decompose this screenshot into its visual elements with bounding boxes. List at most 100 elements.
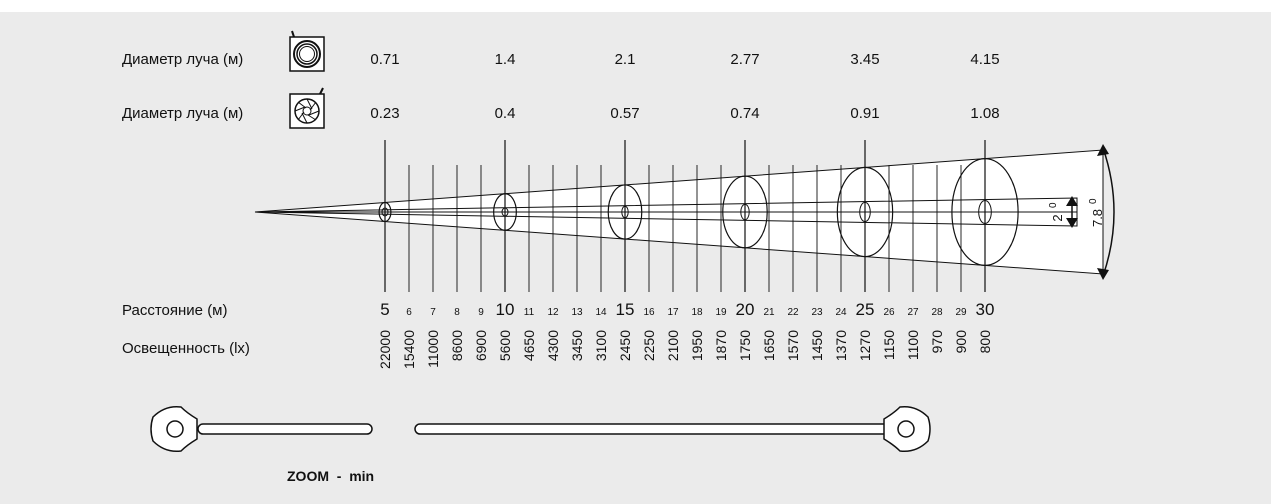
beam-cone — [254, 149, 1104, 275]
narrow-beam-spot — [859, 201, 871, 223]
illuminance-value: 800 — [977, 330, 993, 354]
illuminance-value: 1450 — [809, 330, 825, 361]
distance-tick-label: 20 — [736, 300, 755, 319]
beam-spots — [378, 158, 1019, 266]
distance-tick-label: 24 — [835, 307, 847, 318]
distance-tick-label: 5 — [380, 300, 389, 319]
illuminance-value: 2450 — [617, 330, 633, 361]
angle-markers: 2 0 7.8 0 — [1048, 144, 1115, 280]
distance-tick-label: 6 — [406, 307, 412, 318]
narrow-angle-arrow-top — [1066, 196, 1078, 206]
wide-angle-value: 7.8 — [1090, 209, 1105, 227]
illuminance-value: 3450 — [569, 330, 585, 361]
illuminance-value: 1370 — [833, 330, 849, 361]
distance-tick-label: 8 — [454, 307, 460, 318]
distance-tick-label: 25 — [856, 300, 875, 319]
illuminance-value: 8600 — [449, 330, 465, 361]
illuminance-value: 2250 — [641, 330, 657, 361]
wide-angle-arrow-bottom — [1097, 268, 1109, 280]
distance-tick-label: 9 — [478, 307, 484, 318]
illuminance-values: 22000 15400 11000 8600 6900 5600 4650 4300 3450 3… — [377, 330, 993, 369]
illuminance-value: 1150 — [881, 330, 897, 360]
illuminance-value: 900 — [953, 330, 969, 354]
wide-beam-lens-icon — [289, 30, 325, 72]
wide-beam-spot — [493, 193, 517, 231]
distance-tick-label: 29 — [955, 307, 967, 318]
illuminance-label: Освещенность (lx) — [122, 340, 250, 357]
zoom-slider[interactable] — [150, 405, 931, 453]
distance-tick-label: 30 — [976, 300, 995, 319]
beam-diameter-value: 1.4 — [495, 51, 516, 68]
beam-diameter-row-wide: Диаметр луча (м) 0.71 1.4 2.1 2.77 3.45 4.15 — [122, 30, 1000, 72]
distance-lines — [384, 140, 986, 292]
beam-diameter-value: 4.15 — [970, 51, 999, 68]
wide-angle-arrow-top — [1097, 144, 1109, 156]
narrow-beam-spot — [740, 203, 750, 221]
illuminance-value: 15400 — [401, 330, 417, 369]
illuminance-value: 1570 — [785, 330, 801, 361]
illuminance-value: 1100 — [905, 330, 921, 360]
distance-tick-label: 16 — [643, 307, 655, 318]
distance-tick-label: 17 — [667, 307, 679, 318]
illuminance-value: 11000 — [425, 330, 441, 368]
distance-tick-label: 19 — [715, 307, 727, 318]
beam-diameter-value: 3.45 — [850, 51, 879, 68]
illuminance-value: 1950 — [689, 330, 705, 361]
zoom-knob-max[interactable] — [883, 405, 931, 453]
narrow-angle-arrow-bottom — [1066, 218, 1078, 228]
distance-tick-label: 26 — [883, 307, 895, 318]
distance-ticks: 5 6 7 8 9 10 11 12 13 14 15 16 17 18 19 20 21 22 23 24 25 26 2… — [380, 300, 994, 319]
wide-beam-spot — [607, 184, 643, 240]
illuminance-value: 1650 — [761, 330, 777, 361]
distance-tick-label: 18 — [691, 307, 703, 318]
narrow-beam-spot — [978, 200, 992, 224]
wide-angle-degree: 0 — [1088, 198, 1099, 204]
wide-beam-spot — [836, 166, 894, 258]
distance-tick-label: 7 — [430, 307, 436, 318]
distance-tick-label: 11 — [524, 307, 535, 318]
distance-tick-label: 12 — [547, 307, 559, 318]
illuminance-value: 22000 — [377, 330, 393, 369]
zoom-knob-min[interactable] — [150, 405, 198, 453]
illuminance-value: 6900 — [473, 330, 489, 361]
narrow-angle-value: 2 — [1050, 214, 1065, 221]
illuminance-value: 2100 — [665, 330, 681, 361]
distance-tick-label: 23 — [811, 307, 823, 318]
beam-diameter-value: 2.1 — [615, 51, 636, 68]
beam-diameter-value: 0.57 — [610, 105, 639, 122]
distance-tick-label: 15 — [616, 300, 635, 319]
beam-diameter-value: 0.74 — [730, 105, 759, 122]
narrow-beam-iris-icon — [289, 87, 325, 129]
illuminance-value: 3100 — [593, 330, 609, 361]
narrow-beam-spot — [501, 207, 509, 217]
distance-tick-label: 14 — [595, 307, 607, 318]
distance-tick-label: 10 — [496, 300, 515, 319]
beam-diameter-value: 0.4 — [495, 105, 516, 122]
narrow-angle-degree: 0 — [1048, 202, 1059, 208]
beam-diameter-label-wide: Диаметр луча (м) — [122, 51, 243, 68]
beam-diameter-value: 0.71 — [370, 51, 399, 68]
distance-tick-label: 22 — [787, 307, 799, 318]
zoom-label: ZOOM - min — [287, 468, 374, 484]
distance-tick-label: 28 — [931, 307, 943, 318]
beam-diameter-value: 2.77 — [730, 51, 759, 68]
narrow-beam-spot — [381, 207, 389, 217]
distance-tick-label: 27 — [907, 307, 919, 318]
beam-diameter-value: 0.91 — [850, 105, 879, 122]
beam-diameter-row-narrow: Диаметр луча (м) 0.23 0.4 0.57 0.74 0.91 1.08 — [122, 87, 1000, 129]
distance-label: Расстояние (м) — [122, 302, 228, 319]
distance-tick-label: 13 — [571, 307, 583, 318]
beam-diameter-label-narrow: Диаметр луча (м) — [122, 105, 243, 122]
beam-diameter-value: 0.23 — [370, 105, 399, 122]
illuminance-value: 1270 — [857, 330, 873, 361]
zoom-track-right — [414, 423, 894, 435]
wide-beam-spot — [722, 175, 768, 249]
distance-tick-label: 21 — [763, 307, 775, 318]
narrow-beam-spot — [621, 205, 629, 219]
illuminance-value: 970 — [929, 330, 945, 354]
illuminance-value: 1870 — [713, 330, 729, 361]
zoom-track-left — [197, 423, 373, 435]
illuminance-value: 4300 — [545, 330, 561, 361]
illuminance-value: 5600 — [497, 330, 513, 361]
